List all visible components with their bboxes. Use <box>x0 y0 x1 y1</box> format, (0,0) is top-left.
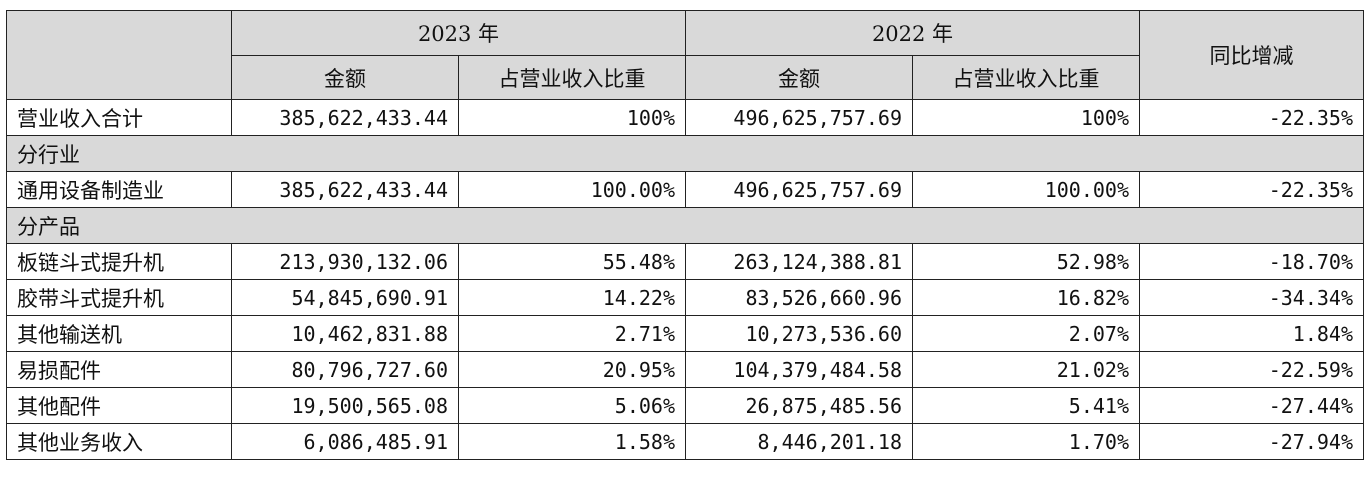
share-2022-cell: 2.07% <box>912 315 1140 352</box>
yoy-cell: -27.94% <box>1139 423 1364 460</box>
yoy-cell: -34.34% <box>1139 279 1364 316</box>
yoy-cell: -22.35% <box>1139 99 1364 136</box>
yoy-cell: -27.44% <box>1139 387 1364 424</box>
share-2023-cell: 2.71% <box>458 315 686 352</box>
amount-2023-cell: 385,622,433.44 <box>231 99 459 136</box>
header-amount-2022: 金额 <box>685 55 913 100</box>
row-label: 其他输送机 <box>6 315 232 352</box>
share-2022-cell: 100% <box>912 99 1140 136</box>
amount-2022-cell: 26,875,485.56 <box>685 387 913 424</box>
share-2023-cell: 100% <box>458 99 686 136</box>
row-label: 其他业务收入 <box>6 423 232 460</box>
share-2022-cell: 100.00% <box>912 171 1140 208</box>
amount-2022-cell: 263,124,388.81 <box>685 243 913 280</box>
yoy-cell: -22.35% <box>1139 171 1364 208</box>
total-row: 营业收入合计 385,622,433.44 100% 496,625,757.6… <box>6 99 1364 136</box>
header-share-2023: 占营业收入比重 <box>458 55 686 100</box>
section-label-product: 分产品 <box>6 207 1364 244</box>
product-row: 其他输送机 10,462,831.88 2.71% 10,273,536.60 2.07… <box>6 315 1364 352</box>
product-row: 易损配件 80,796,727.60 20.95% 104,379,484.58 21.… <box>6 351 1364 388</box>
product-row: 其他业务收入 6,086,485.91 1.58% 8,446,201.18 1.70%… <box>6 423 1364 460</box>
row-label: 其他配件 <box>6 387 232 424</box>
yoy-cell: 1.84% <box>1139 315 1364 352</box>
header-share-2022: 占营业收入比重 <box>912 55 1140 100</box>
amount-2023-cell: 54,845,690.91 <box>231 279 459 316</box>
amount-2022-cell: 496,625,757.69 <box>685 171 913 208</box>
section-row-product: 分产品 <box>6 207 1364 244</box>
row-label: 胶带斗式提升机 <box>6 279 232 316</box>
header-yoy: 同比增减 <box>1139 10 1364 100</box>
section-row-industry: 分行业 <box>6 135 1364 172</box>
amount-2022-cell: 104,379,484.58 <box>685 351 913 388</box>
share-2022-cell: 21.02% <box>912 351 1140 388</box>
amount-2023-cell: 10,462,831.88 <box>231 315 459 352</box>
header-amount-2023: 金额 <box>231 55 459 100</box>
share-2022-cell: 1.70% <box>912 423 1140 460</box>
amount-2023-cell: 385,622,433.44 <box>231 171 459 208</box>
amount-2022-cell: 10,273,536.60 <box>685 315 913 352</box>
row-label: 板链斗式提升机 <box>6 243 232 280</box>
amount-2022-cell: 8,446,201.18 <box>685 423 913 460</box>
revenue-table-container: 2023 年 2022 年 同比增减 金额 占营业收入比重 金额 占营业收入比重… <box>6 10 1364 460</box>
revenue-breakdown-table: 2023 年 2022 年 同比增减 金额 占营业收入比重 金额 占营业收入比重… <box>6 10 1364 460</box>
header-year-2022: 2022 年 <box>685 10 1140 56</box>
share-2022-cell: 5.41% <box>912 387 1140 424</box>
header-corner-cell <box>6 10 232 100</box>
yoy-cell: -22.59% <box>1139 351 1364 388</box>
section-label-industry: 分行业 <box>6 135 1364 172</box>
share-2023-cell: 5.06% <box>458 387 686 424</box>
yoy-cell: -18.70% <box>1139 243 1364 280</box>
header-row-metrics: 金额 占营业收入比重 金额 占营业收入比重 <box>7 55 1364 100</box>
share-2023-cell: 55.48% <box>458 243 686 280</box>
amount-2023-cell: 213,930,132.06 <box>231 243 459 280</box>
share-2023-cell: 20.95% <box>458 351 686 388</box>
header-row-years: 2023 年 2022 年 同比增减 <box>6 10 1364 100</box>
amount-2022-cell: 496,625,757.69 <box>685 99 913 136</box>
row-label: 易损配件 <box>6 351 232 388</box>
industry-row: 通用设备制造业 385,622,433.44 100.00% 496,625,7… <box>6 171 1364 208</box>
amount-2023-cell: 80,796,727.60 <box>231 351 459 388</box>
row-label: 营业收入合计 <box>6 99 232 136</box>
product-row: 胶带斗式提升机 54,845,690.91 14.22% 83,526,660.96 1… <box>6 279 1364 316</box>
share-2023-cell: 14.22% <box>458 279 686 316</box>
row-label: 通用设备制造业 <box>6 171 232 208</box>
share-2022-cell: 16.82% <box>912 279 1140 316</box>
header-year-2023: 2023 年 <box>231 10 686 56</box>
amount-2023-cell: 19,500,565.08 <box>231 387 459 424</box>
amount-2022-cell: 83,526,660.96 <box>685 279 913 316</box>
share-2023-cell: 100.00% <box>458 171 686 208</box>
amount-2023-cell: 6,086,485.91 <box>231 423 459 460</box>
share-2023-cell: 1.58% <box>458 423 686 460</box>
share-2022-cell: 52.98% <box>912 243 1140 280</box>
product-row: 板链斗式提升机 213,930,132.06 55.48% 263,124,388.8… <box>6 243 1364 280</box>
product-row: 其他配件 19,500,565.08 5.06% 26,875,485.56 5.41%… <box>6 387 1364 424</box>
